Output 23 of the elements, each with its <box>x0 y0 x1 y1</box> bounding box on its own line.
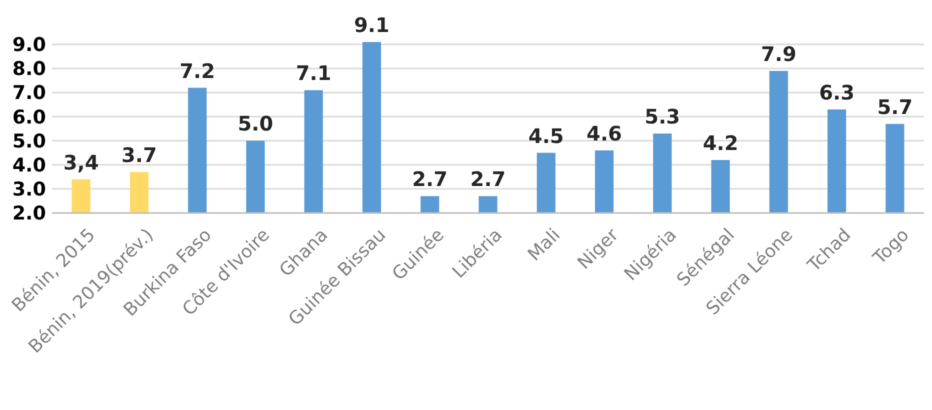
data-label: 5.7 <box>877 94 913 119</box>
y-tick-label: 2.0 <box>12 202 46 225</box>
data-label: 4.6 <box>586 121 622 146</box>
data-label: 5.3 <box>644 104 680 129</box>
y-tick-label: 6.0 <box>12 106 46 128</box>
y-tick-label: 7.0 <box>12 82 46 104</box>
data-label: 6.3 <box>819 80 855 104</box>
y-tick-label: 3.0 <box>12 178 46 201</box>
y-tick-label: 9.0 <box>12 34 46 56</box>
data-label: 4.5 <box>528 124 564 148</box>
data-label: 3,4 <box>63 150 99 174</box>
data-label: 3.7 <box>121 143 157 168</box>
data-label: 4.2 <box>702 131 738 156</box>
data-label: 5.0 <box>238 112 274 136</box>
y-tick-label: 5.0 <box>12 130 46 152</box>
y-tick-label: 8.0 <box>12 58 46 80</box>
data-label: 7.1 <box>296 61 332 86</box>
y-tick-label: 4.0 <box>12 154 46 176</box>
data-label: 9.1 <box>354 13 390 37</box>
data-label: 2.7 <box>412 167 448 192</box>
data-label: 7.9 <box>760 42 796 66</box>
data-label: 2.7 <box>470 167 506 192</box>
data-label: 7.2 <box>180 58 216 83</box>
